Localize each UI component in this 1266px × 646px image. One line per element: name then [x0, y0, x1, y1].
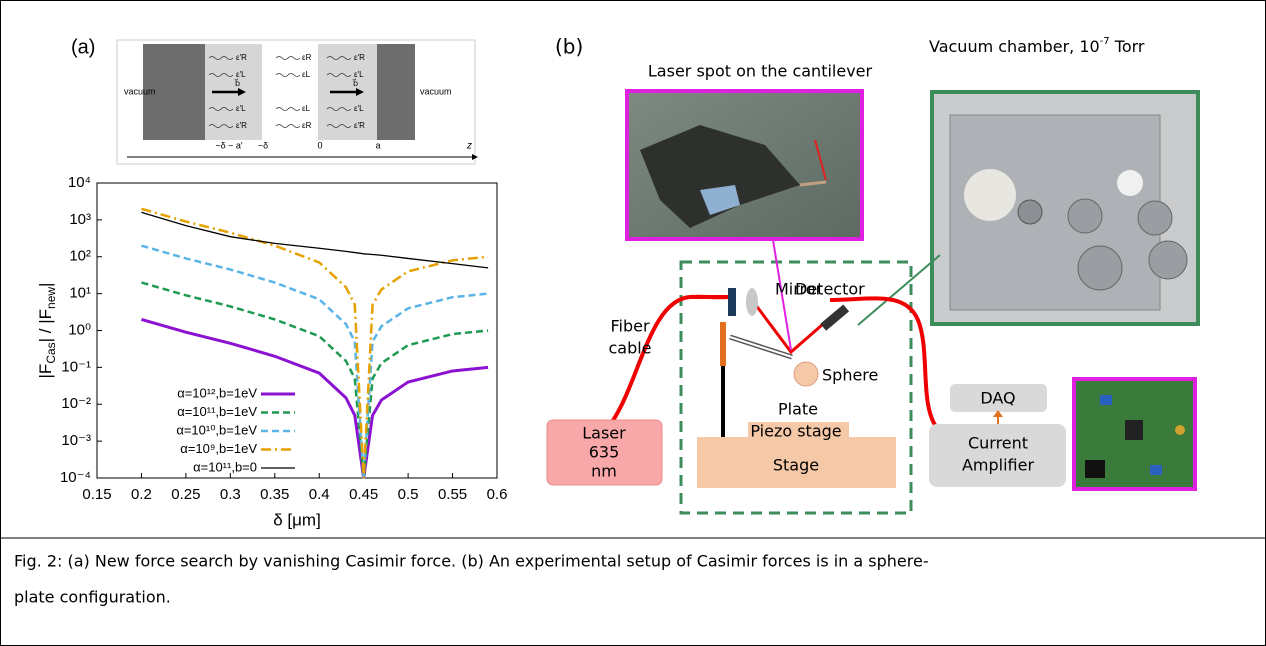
axis-label: 0	[317, 140, 322, 150]
text: Torr	[1110, 37, 1145, 56]
fiber	[690, 297, 728, 298]
mirror	[728, 288, 736, 316]
x-tick-label: 0.25	[171, 486, 200, 503]
port	[1078, 246, 1122, 290]
axis-label: −δ − a′	[215, 140, 243, 150]
label: Current	[968, 434, 1028, 453]
x-tick-label: 0.6	[487, 486, 508, 503]
legend-label: α=10¹¹,b=0	[193, 459, 257, 474]
field-label: ε′L	[354, 104, 364, 113]
caption-line: Fig. 2: (a) New force search by vanishin…	[14, 552, 929, 571]
lens	[746, 288, 758, 316]
x-tick-label: 0.15	[82, 486, 111, 503]
y-tick-label: 10⁻³	[61, 432, 91, 449]
y-axis-label-part: |	[36, 283, 55, 287]
photo-title: Vacuum chamber, 10-7 Torr	[929, 36, 1145, 56]
label: 635	[589, 443, 620, 462]
figure: Fig. 2: (a) New force search by vanishin…	[0, 0, 1266, 646]
x-tick-label: 0.2	[131, 486, 152, 503]
text: -7	[1100, 36, 1110, 47]
y-tick-label: 10⁻⁴	[60, 469, 91, 486]
slab	[377, 44, 415, 140]
schematic: vacuum vacuum −δ − a′ −δ 0 a z ε′Rε′Lb⃗ε…	[117, 40, 478, 164]
field-label: ε′R	[236, 53, 247, 62]
part	[1085, 460, 1105, 478]
port	[1068, 199, 1102, 233]
field-label: ε′R	[236, 121, 247, 130]
x-axis-label: δ [μm]	[273, 510, 321, 529]
y-axis-label-part: Cas	[44, 342, 58, 363]
port	[1149, 241, 1187, 279]
photo-title: Laser spot on the cantilever	[648, 62, 873, 81]
vacuum-label: vacuum	[420, 86, 452, 96]
label: Laser	[582, 424, 626, 443]
axis-label: z	[466, 141, 472, 152]
field-label: ε′R	[354, 121, 365, 130]
y-tick-label: 10⁰	[68, 321, 91, 338]
label: nm	[591, 462, 617, 481]
y-tick-label: 10¹	[69, 285, 91, 302]
legend-label: α=10¹¹,b=1eV	[177, 404, 257, 419]
y-tick-label: 10²	[69, 248, 91, 265]
part	[1175, 425, 1185, 435]
label: Stage	[773, 456, 819, 475]
field-label: b⃗	[234, 78, 240, 88]
field-label: εL	[302, 70, 311, 79]
legend-label: α=10¹²,b=1eV	[177, 385, 257, 400]
y-axis-label-part: new	[44, 287, 58, 309]
x-tick-label: 0.4	[309, 486, 330, 503]
y-tick-label: 10³	[69, 211, 91, 228]
field-label: b⃗	[352, 78, 358, 88]
sphere	[794, 362, 818, 386]
field-label: ε′L	[354, 70, 364, 79]
post	[721, 366, 725, 438]
y-tick-label: 10⁻¹	[61, 358, 91, 375]
label: cable	[608, 339, 651, 358]
label: Fiber	[610, 317, 649, 336]
field-label: ε′L	[236, 70, 246, 79]
caption-line: plate configuration.	[14, 588, 171, 607]
vacuum-label: vacuum	[124, 86, 156, 96]
label: Amplifier	[962, 456, 1035, 475]
label: DAQ	[980, 389, 1015, 408]
holder	[720, 322, 726, 366]
port	[1018, 200, 1042, 224]
field-label: ε′R	[354, 53, 365, 62]
x-tick-label: 0.5	[398, 486, 419, 503]
field-label: ε′L	[236, 104, 246, 113]
axis-label: a	[375, 140, 380, 150]
part	[1100, 395, 1112, 405]
label: Detector	[795, 280, 865, 299]
x-tick-label: 0.35	[260, 486, 289, 503]
axis-label: −δ	[258, 140, 268, 150]
y-tick-label: 10⁻²	[61, 395, 91, 412]
x-tick-label: 0.45	[349, 486, 378, 503]
cantilever-photo	[627, 91, 862, 239]
label: Plate	[778, 400, 818, 419]
y-tick-label: 10⁴	[68, 174, 91, 191]
panel-label: (a)	[71, 36, 95, 58]
amplifier-photo	[1074, 379, 1195, 489]
port	[964, 169, 1016, 221]
part	[1125, 420, 1143, 440]
chamber-photo	[932, 92, 1198, 324]
label: Piezo stage	[750, 422, 841, 441]
y-axis-label-part: |F	[36, 364, 55, 379]
field-label: εR	[302, 121, 312, 130]
field-label: εR	[302, 53, 312, 62]
text: Vacuum chamber, 10	[929, 37, 1100, 56]
x-tick-label: 0.55	[438, 486, 467, 503]
port	[1138, 201, 1172, 235]
label: Sphere	[822, 366, 878, 385]
x-tick-label: 0.3	[220, 486, 241, 503]
panel-label: (b)	[555, 35, 583, 59]
y-axis-label-part: | / |F	[36, 309, 55, 342]
port	[1117, 170, 1143, 196]
legend-label: α=10⁹,b=1eV	[180, 441, 257, 456]
part	[1150, 465, 1162, 475]
legend-label: α=10¹⁰,b=1eV	[176, 422, 257, 437]
field-label: εL	[302, 104, 311, 113]
